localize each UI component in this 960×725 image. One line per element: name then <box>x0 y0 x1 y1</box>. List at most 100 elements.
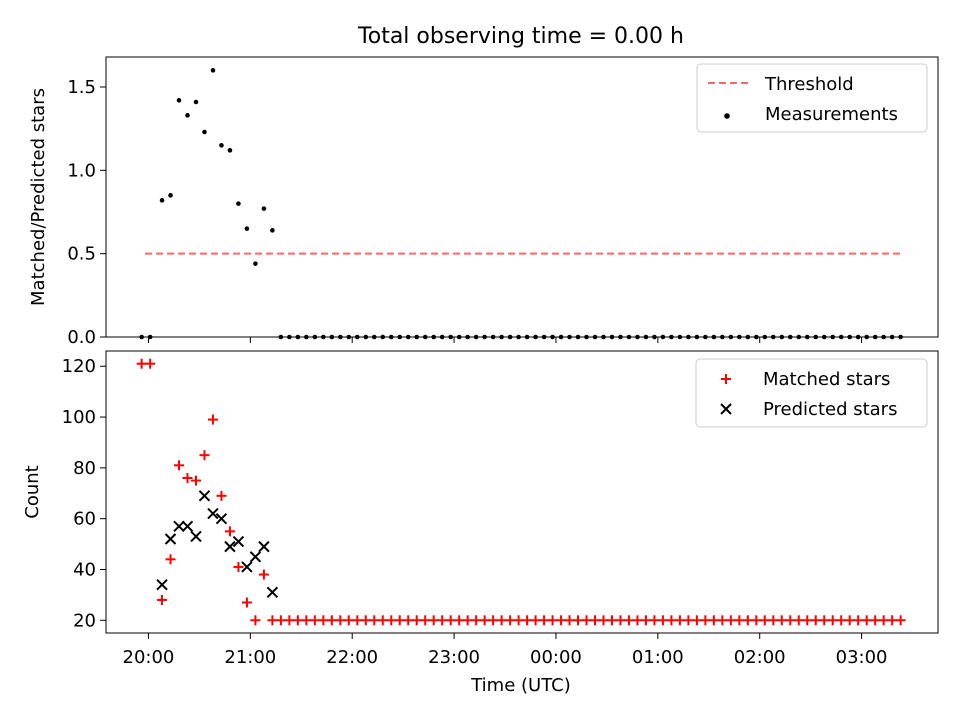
legend-matched-marker <box>721 374 731 384</box>
matched-point <box>606 615 617 626</box>
bottom-xtick-label: 01:00 <box>632 647 684 668</box>
measurement-point <box>787 334 793 340</box>
matched-point <box>827 615 838 626</box>
matched-point <box>471 615 482 626</box>
matched-point <box>284 615 295 626</box>
matched-point <box>573 615 584 626</box>
measurement-point <box>855 334 861 340</box>
bottom-ytick-label: 80 <box>73 458 96 479</box>
matched-point <box>174 460 185 471</box>
measurement-point <box>295 334 301 340</box>
matched-point <box>870 615 881 626</box>
chart-title: Total observing time = 0.00 h <box>357 24 684 49</box>
bottom-xtick-label: 22:00 <box>326 647 378 668</box>
measurement-point <box>898 334 903 340</box>
matched-point <box>581 615 592 626</box>
top-panel: Matched/Predicted stars 0.0 0.5 1.0 1.5 Thr… <box>28 56 939 348</box>
legend-predicted-swatch <box>720 403 732 415</box>
matched-point <box>759 615 770 626</box>
measurement-point <box>176 98 182 103</box>
measurement-point <box>567 334 572 340</box>
measurement-point <box>575 334 581 340</box>
matched-point <box>768 615 779 626</box>
measurement-point <box>762 334 768 340</box>
matched-point <box>674 615 685 626</box>
measurement-point <box>499 334 504 340</box>
measurement-point <box>388 334 394 340</box>
matched-point <box>207 414 218 425</box>
top-legend-box <box>696 63 928 133</box>
measurement-point <box>473 334 479 340</box>
measurement-point <box>838 334 844 340</box>
measurement-point <box>847 334 853 340</box>
matched-point <box>454 615 465 626</box>
measurement-point <box>881 334 886 340</box>
predicted-point <box>224 540 236 553</box>
matched-point <box>539 615 550 626</box>
measurement-point <box>202 129 207 135</box>
matched-point <box>556 615 567 626</box>
matched-point <box>640 615 651 626</box>
matched-point <box>157 594 168 605</box>
matched-point <box>776 615 787 626</box>
measurement-point <box>363 334 369 340</box>
matched-point <box>318 615 329 626</box>
matched-point <box>479 615 490 626</box>
measurement-point <box>652 334 657 340</box>
matched-point <box>522 615 533 626</box>
predicted-points <box>156 490 279 599</box>
matched-point <box>853 615 864 626</box>
bottom-ylabel: Count <box>22 465 43 518</box>
predicted-point <box>215 512 228 525</box>
measurement-point <box>703 334 708 340</box>
matched-point <box>250 615 261 626</box>
top-ytick-label: 0.5 <box>67 244 96 265</box>
measurement-point <box>147 334 153 340</box>
measurement-point <box>431 334 437 340</box>
measurement-points <box>139 68 903 340</box>
measurement-point <box>397 334 403 340</box>
measurement-point <box>482 334 487 340</box>
bottom-plot-frame <box>105 350 939 634</box>
matched-point <box>666 615 677 626</box>
matched-point <box>335 615 346 626</box>
matched-point <box>233 561 244 572</box>
matched-point <box>513 615 524 626</box>
measurement-point <box>227 148 233 153</box>
measurement-point <box>422 334 428 340</box>
matched-point <box>505 615 516 626</box>
measurement-point <box>321 334 326 340</box>
matched-point <box>165 554 176 565</box>
bottom-xtick-label: 02:00 <box>734 647 786 668</box>
bottom-legend: Matched stars Predicted stars <box>695 358 928 428</box>
matched-point <box>403 615 414 626</box>
matched-point <box>708 615 719 626</box>
matched-point <box>326 615 337 626</box>
matched-point <box>199 450 210 461</box>
measurement-point <box>338 334 343 340</box>
measurement-point <box>745 334 751 340</box>
measurement-point <box>618 334 623 340</box>
measurement-point <box>507 334 513 340</box>
measurement-point <box>601 334 606 340</box>
matched-point <box>309 615 320 626</box>
measurement-point <box>821 334 827 340</box>
matched-point <box>369 615 380 626</box>
measurement-point <box>312 334 318 340</box>
matched-point <box>343 615 354 626</box>
bottom-xtick-label: 20:00 <box>123 647 175 668</box>
measurement-point <box>270 228 275 233</box>
predicted-point <box>232 535 245 548</box>
matched-point <box>530 615 541 626</box>
matched-point <box>190 475 201 486</box>
matched-point <box>751 615 762 626</box>
matched-point <box>386 615 397 626</box>
matched-point <box>352 615 363 626</box>
measurement-point <box>686 334 691 340</box>
bottom-ytick-label: 40 <box>73 559 96 580</box>
matched-point <box>632 615 643 626</box>
predicted-point <box>249 551 262 563</box>
matched-point <box>428 615 439 626</box>
measurement-point <box>465 334 470 340</box>
